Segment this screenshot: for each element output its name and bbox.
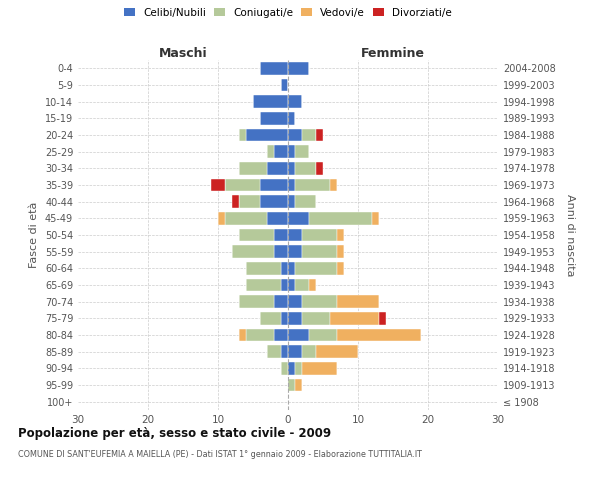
Bar	[288, 146, 295, 158]
Bar	[288, 346, 302, 358]
Bar	[281, 362, 288, 374]
Bar	[281, 79, 288, 92]
Bar	[295, 196, 316, 208]
Y-axis label: Anni di nascita: Anni di nascita	[565, 194, 575, 276]
Bar	[316, 346, 358, 358]
Bar	[372, 212, 379, 224]
Bar	[288, 112, 295, 124]
Bar	[260, 112, 288, 124]
Bar	[232, 246, 274, 258]
Bar	[309, 212, 372, 224]
Bar	[239, 329, 246, 341]
Bar	[302, 312, 330, 324]
Bar	[274, 329, 288, 341]
Bar	[302, 129, 316, 141]
Bar	[260, 62, 288, 74]
Text: Popolazione per età, sesso e stato civile - 2009: Popolazione per età, sesso e stato civil…	[18, 428, 331, 440]
Bar	[239, 162, 267, 174]
Bar	[225, 179, 260, 192]
Bar	[288, 62, 309, 74]
Bar	[232, 196, 239, 208]
Bar	[295, 262, 337, 274]
Bar	[246, 329, 274, 341]
Bar	[281, 346, 288, 358]
Bar	[225, 212, 267, 224]
Bar	[288, 279, 295, 291]
Bar	[295, 362, 302, 374]
Bar	[288, 296, 302, 308]
Bar	[288, 196, 295, 208]
Bar	[288, 212, 309, 224]
Bar	[246, 279, 281, 291]
Bar	[246, 262, 281, 274]
Bar	[295, 279, 309, 291]
Bar	[274, 229, 288, 241]
Bar	[239, 296, 274, 308]
Text: Femmine: Femmine	[361, 47, 425, 60]
Bar	[288, 96, 302, 108]
Bar	[337, 329, 421, 341]
Bar	[288, 379, 295, 391]
Bar	[316, 162, 323, 174]
Y-axis label: Fasce di età: Fasce di età	[29, 202, 39, 268]
Bar	[211, 179, 225, 192]
Bar	[288, 129, 302, 141]
Bar	[281, 262, 288, 274]
Bar	[302, 246, 337, 258]
Bar	[274, 246, 288, 258]
Bar	[239, 229, 274, 241]
Bar	[239, 129, 246, 141]
Bar	[295, 379, 302, 391]
Bar	[218, 212, 225, 224]
Bar	[379, 312, 386, 324]
Bar	[260, 196, 288, 208]
Bar	[246, 129, 288, 141]
Bar	[281, 279, 288, 291]
Bar	[267, 162, 288, 174]
Bar	[274, 296, 288, 308]
Bar	[302, 229, 337, 241]
Bar	[295, 179, 330, 192]
Bar	[309, 279, 316, 291]
Text: COMUNE DI SANT'EUFEMIA A MAIELLA (PE) - Dati ISTAT 1° gennaio 2009 - Elaborazion: COMUNE DI SANT'EUFEMIA A MAIELLA (PE) - …	[18, 450, 422, 459]
Bar	[288, 229, 302, 241]
Bar	[337, 262, 344, 274]
Bar	[337, 296, 379, 308]
Bar	[253, 96, 288, 108]
Bar	[295, 162, 316, 174]
Bar	[267, 146, 274, 158]
Bar	[337, 246, 344, 258]
Bar	[330, 312, 379, 324]
Bar	[302, 362, 337, 374]
Bar	[337, 229, 344, 241]
Bar	[302, 346, 316, 358]
Bar	[267, 212, 288, 224]
Bar	[288, 179, 295, 192]
Bar	[288, 262, 295, 274]
Bar	[288, 312, 302, 324]
Bar	[274, 146, 288, 158]
Bar	[260, 312, 281, 324]
Bar	[239, 196, 260, 208]
Bar	[267, 346, 281, 358]
Bar	[260, 179, 288, 192]
Bar	[295, 146, 309, 158]
Bar	[302, 296, 337, 308]
Bar	[288, 362, 295, 374]
Bar	[288, 246, 302, 258]
Legend: Celibi/Nubili, Coniugati/e, Vedovi/e, Divorziati/e: Celibi/Nubili, Coniugati/e, Vedovi/e, Di…	[124, 8, 452, 18]
Bar	[281, 312, 288, 324]
Bar	[288, 162, 295, 174]
Text: Maschi: Maschi	[158, 47, 208, 60]
Bar	[330, 179, 337, 192]
Bar	[309, 329, 337, 341]
Bar	[316, 129, 323, 141]
Bar	[288, 329, 309, 341]
